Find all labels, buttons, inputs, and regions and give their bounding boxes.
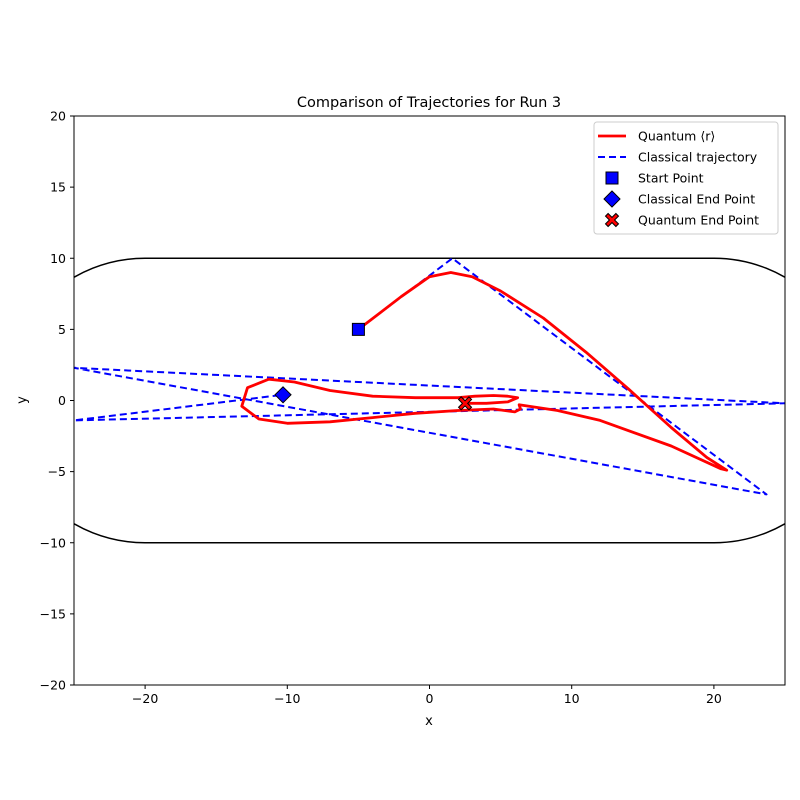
x-tick-label: −20 [132,691,158,706]
legend-label: Start Point [638,171,704,186]
plot-content [74,257,785,544]
x-tick-label: −10 [274,691,300,706]
stadium-boundary [74,257,785,544]
y-tick-label: 5 [58,322,66,337]
x-tick-label: 10 [564,691,580,706]
quantum-trajectory-line [240,271,729,472]
legend-handle-start [605,171,619,185]
classical-trajectory-line [74,257,785,496]
legend-label: Quantum ⟨r⟩ [638,129,715,144]
x-tick-label: 20 [706,691,722,706]
classical-end-point-marker [274,386,292,404]
y-tick-label: 0 [58,393,66,408]
legend-label: Quantum End Point [638,213,759,228]
y-tick-label: 15 [50,180,66,195]
plot-area [74,257,785,544]
y-tick-label: −10 [40,535,66,550]
chart-title: Comparison of Trajectories for Run 3 [297,95,561,111]
y-tick-label: −5 [48,464,66,479]
legend-handle-quantum-end [604,212,620,228]
x-tick-label: 0 [426,691,434,706]
plot-frame [73,115,786,686]
legend-label: Classical End Point [638,192,755,207]
y-tick-label: −20 [40,678,66,693]
quantum-end-point-marker [457,396,473,411]
y-tick-label: 10 [50,251,66,266]
start-point-marker [351,322,365,336]
legend-box [593,121,779,235]
legend-label: Classical trajectory [638,150,758,165]
y-tick-label: 20 [50,109,66,124]
y-axis-label: y [15,396,30,404]
legend: Quantum ⟨r⟩ Classical trajectory Start Poi… [593,121,779,235]
legend-handle-classical-end [603,190,621,208]
y-tick-label: −15 [40,606,66,621]
x-axis-label: x [425,714,433,729]
axes: −20 −10 0 10 20 −20 −15 −10 −5 0 5 10 15 20 [40,109,722,707]
